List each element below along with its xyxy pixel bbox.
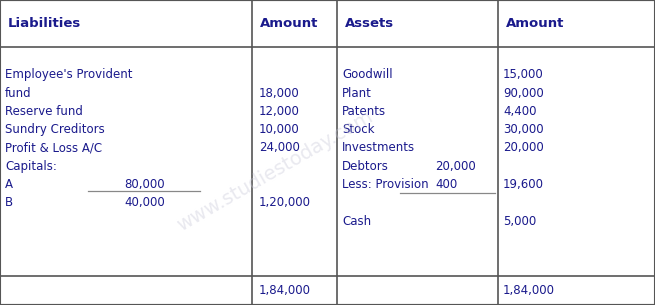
Text: 12,000: 12,000	[259, 105, 299, 118]
Text: Profit & Loss A/C: Profit & Loss A/C	[5, 142, 102, 154]
Text: Debtors: Debtors	[342, 160, 389, 173]
Text: Cash: Cash	[342, 215, 371, 228]
Text: 10,000: 10,000	[259, 123, 299, 136]
Text: 20,000: 20,000	[503, 142, 544, 154]
Text: 1,20,000: 1,20,000	[259, 196, 310, 209]
Text: Reserve fund: Reserve fund	[5, 105, 83, 118]
Text: 18,000: 18,000	[259, 87, 299, 99]
Text: 1,84,000: 1,84,000	[259, 284, 310, 297]
Text: Assets: Assets	[345, 17, 394, 30]
Text: 4,400: 4,400	[503, 105, 536, 118]
Text: Amount: Amount	[506, 17, 564, 30]
Text: www.studiestoday.com: www.studiestoday.com	[174, 107, 377, 235]
Text: 15,000: 15,000	[503, 68, 544, 81]
Text: Employee's Provident: Employee's Provident	[5, 68, 133, 81]
Text: 90,000: 90,000	[503, 87, 544, 99]
Text: 24,000: 24,000	[259, 142, 299, 154]
Text: Patents: Patents	[342, 105, 386, 118]
Text: 1,84,000: 1,84,000	[503, 284, 555, 297]
Text: Stock: Stock	[342, 123, 375, 136]
Text: A: A	[5, 178, 13, 191]
Text: Goodwill: Goodwill	[342, 68, 392, 81]
Text: fund: fund	[5, 87, 32, 99]
Text: Investments: Investments	[342, 142, 415, 154]
Text: Capitals:: Capitals:	[5, 160, 57, 173]
Text: 400: 400	[436, 178, 458, 191]
Text: Sundry Creditors: Sundry Creditors	[5, 123, 105, 136]
Text: Less: Provision: Less: Provision	[342, 178, 428, 191]
Text: 30,000: 30,000	[503, 123, 544, 136]
Text: 19,600: 19,600	[503, 178, 544, 191]
Text: Plant: Plant	[342, 87, 372, 99]
Text: 5,000: 5,000	[503, 215, 536, 228]
Text: 40,000: 40,000	[124, 196, 165, 209]
Text: Liabilities: Liabilities	[8, 17, 81, 30]
Text: 80,000: 80,000	[124, 178, 165, 191]
Text: 20,000: 20,000	[436, 160, 476, 173]
Text: Amount: Amount	[260, 17, 318, 30]
Text: B: B	[5, 196, 13, 209]
